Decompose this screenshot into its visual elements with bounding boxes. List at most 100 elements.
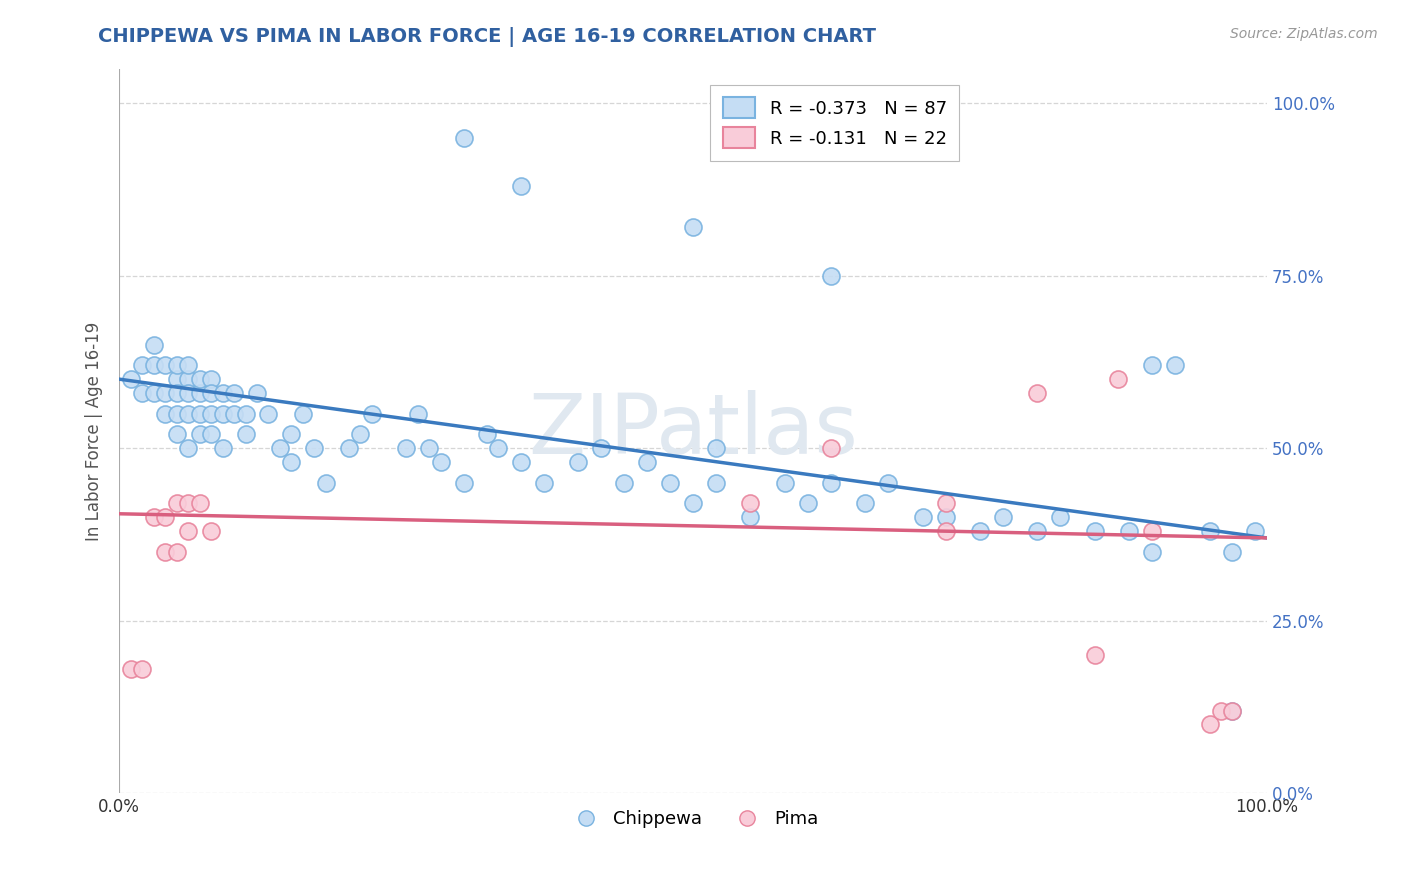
Point: [1140, 545, 1163, 559]
Point: [222, 386, 245, 401]
Point: [1084, 524, 1107, 538]
Point: [877, 475, 900, 490]
Point: [349, 427, 371, 442]
Point: [1222, 545, 1244, 559]
Point: [177, 524, 200, 538]
Legend: Chippewa, Pima: Chippewa, Pima: [561, 803, 825, 835]
Point: [820, 475, 842, 490]
Point: [911, 510, 934, 524]
Point: [510, 455, 533, 469]
Point: [486, 441, 509, 455]
Point: [740, 510, 762, 524]
Point: [166, 386, 188, 401]
Text: ZIPatlas: ZIPatlas: [529, 391, 858, 472]
Point: [235, 427, 257, 442]
Point: [120, 372, 142, 386]
Point: [1107, 372, 1129, 386]
Point: [246, 386, 269, 401]
Point: [1198, 717, 1220, 731]
Point: [177, 372, 200, 386]
Point: [280, 427, 302, 442]
Point: [177, 496, 200, 510]
Point: [591, 441, 613, 455]
Point: [533, 475, 555, 490]
Point: [188, 427, 211, 442]
Point: [200, 524, 222, 538]
Point: [567, 455, 589, 469]
Point: [200, 372, 222, 386]
Point: [142, 337, 165, 351]
Point: [153, 407, 176, 421]
Point: [395, 441, 418, 455]
Point: [797, 496, 820, 510]
Point: [200, 407, 222, 421]
Point: [360, 407, 382, 421]
Point: [935, 510, 957, 524]
Point: [1222, 704, 1244, 718]
Point: [1164, 359, 1187, 373]
Point: [1140, 524, 1163, 538]
Point: [177, 407, 200, 421]
Point: [1198, 524, 1220, 538]
Point: [991, 510, 1014, 524]
Point: [142, 359, 165, 373]
Point: [166, 427, 188, 442]
Point: [200, 427, 222, 442]
Point: [177, 386, 200, 401]
Point: [280, 455, 302, 469]
Point: [120, 662, 142, 676]
Y-axis label: In Labor Force | Age 16-19: In Labor Force | Age 16-19: [86, 321, 103, 541]
Point: [429, 455, 451, 469]
Point: [211, 407, 233, 421]
Point: [1140, 359, 1163, 373]
Point: [740, 496, 762, 510]
Point: [1209, 704, 1232, 718]
Point: [131, 359, 153, 373]
Point: [269, 441, 291, 455]
Point: [453, 475, 475, 490]
Point: [613, 475, 636, 490]
Point: [453, 130, 475, 145]
Point: [315, 475, 337, 490]
Point: [166, 496, 188, 510]
Point: [177, 359, 200, 373]
Point: [166, 359, 188, 373]
Point: [142, 386, 165, 401]
Point: [1222, 704, 1244, 718]
Point: [131, 386, 153, 401]
Point: [704, 475, 727, 490]
Point: [211, 386, 233, 401]
Point: [166, 372, 188, 386]
Text: CHIPPEWA VS PIMA IN LABOR FORCE | AGE 16-19 CORRELATION CHART: CHIPPEWA VS PIMA IN LABOR FORCE | AGE 16…: [98, 27, 876, 46]
Point: [188, 386, 211, 401]
Point: [820, 441, 842, 455]
Point: [853, 496, 876, 510]
Point: [935, 496, 957, 510]
Point: [1049, 510, 1071, 524]
Point: [291, 407, 314, 421]
Point: [304, 441, 326, 455]
Point: [510, 178, 533, 193]
Point: [1026, 524, 1049, 538]
Point: [337, 441, 360, 455]
Point: [257, 407, 280, 421]
Point: [188, 496, 211, 510]
Point: [969, 524, 991, 538]
Point: [131, 662, 153, 676]
Text: Source: ZipAtlas.com: Source: ZipAtlas.com: [1230, 27, 1378, 41]
Point: [153, 510, 176, 524]
Point: [235, 407, 257, 421]
Point: [188, 407, 211, 421]
Point: [406, 407, 429, 421]
Point: [636, 455, 658, 469]
Point: [659, 475, 682, 490]
Point: [704, 441, 727, 455]
Point: [475, 427, 498, 442]
Point: [142, 510, 165, 524]
Point: [222, 407, 245, 421]
Point: [935, 524, 957, 538]
Point: [1084, 648, 1107, 663]
Point: [682, 220, 704, 235]
Point: [820, 268, 842, 283]
Point: [166, 407, 188, 421]
